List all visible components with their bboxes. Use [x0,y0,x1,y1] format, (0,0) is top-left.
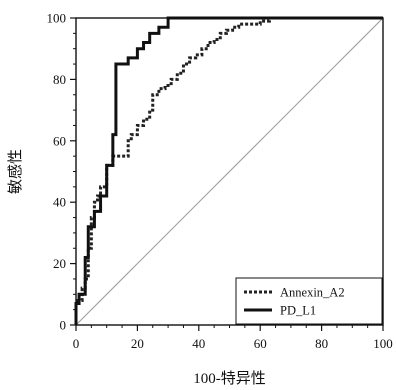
series-layer [74,16,383,325]
y-tick-label: 60 [53,133,66,148]
legend-label-pd-l1: PD_L1 [280,304,316,318]
y-axis-title: 敏感性 [7,149,24,194]
x-axis: 0 20 40 60 80 100 [73,325,393,351]
x-tick-label: 0 [73,336,80,351]
x-tick-label: 20 [131,336,144,351]
x-tick-label: 100 [373,336,393,351]
series-line-pd-l1 [74,16,383,325]
y-tick-label: 40 [53,195,66,210]
x-tick-label: 60 [254,336,267,351]
legend-box [235,277,383,325]
y-tick-label: 100 [47,11,67,26]
x-axis-title: 100-特异性 [193,370,266,387]
legend-label-annexin-a2: Annexin_A2 [280,286,345,300]
series-line-annexin-a2 [74,16,383,325]
y-tick-label: 0 [60,318,67,333]
y-tick-label: 20 [53,256,66,271]
reference-diagonal-line [75,17,384,326]
y-axis: 0 20 40 60 80 100 [47,11,76,333]
x-tick-label: 80 [315,336,328,351]
x-tick-label: 40 [192,336,205,351]
y-tick-label: 80 [53,72,66,87]
legend: Annexin_A2 PD_L1 [235,277,383,325]
